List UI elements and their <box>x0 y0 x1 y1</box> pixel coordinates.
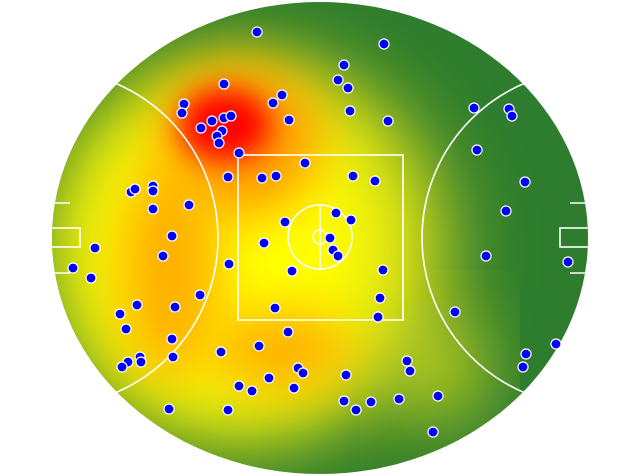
point <box>427 426 439 438</box>
point <box>222 171 234 183</box>
point <box>270 170 282 182</box>
point <box>147 185 159 197</box>
point <box>279 216 291 228</box>
point <box>393 393 405 405</box>
point <box>225 110 237 122</box>
point <box>131 299 143 311</box>
point <box>282 326 294 338</box>
point <box>157 250 169 262</box>
point <box>129 183 141 195</box>
point <box>222 404 234 416</box>
point <box>167 351 179 363</box>
point <box>369 175 381 187</box>
point <box>163 403 175 415</box>
point <box>85 272 97 284</box>
point <box>471 144 483 156</box>
point <box>382 115 394 127</box>
point <box>347 170 359 182</box>
field-lines <box>52 69 588 407</box>
point <box>520 348 532 360</box>
point <box>246 385 258 397</box>
point <box>147 203 159 215</box>
point <box>506 110 518 122</box>
point <box>251 26 263 38</box>
point <box>176 107 188 119</box>
point <box>500 205 512 217</box>
point <box>194 289 206 301</box>
point <box>276 89 288 101</box>
point <box>449 306 461 318</box>
point <box>344 105 356 117</box>
point <box>258 237 270 249</box>
point <box>432 390 444 402</box>
point <box>519 176 531 188</box>
point <box>267 97 279 109</box>
point <box>324 232 336 244</box>
point <box>233 147 245 159</box>
point <box>288 382 300 394</box>
point <box>297 367 309 379</box>
point <box>135 356 147 368</box>
point <box>401 355 413 367</box>
point <box>89 242 101 254</box>
point <box>404 365 416 377</box>
point <box>116 361 128 373</box>
point <box>342 82 354 94</box>
point <box>253 340 265 352</box>
point <box>338 395 350 407</box>
point <box>365 396 377 408</box>
point <box>340 369 352 381</box>
point <box>332 250 344 262</box>
point <box>374 292 386 304</box>
point <box>345 214 357 226</box>
point <box>114 308 126 320</box>
point <box>169 301 181 313</box>
point <box>286 265 298 277</box>
point <box>372 311 384 323</box>
point <box>256 172 268 184</box>
point <box>183 199 195 211</box>
point <box>166 230 178 242</box>
point <box>330 207 342 219</box>
point <box>299 157 311 169</box>
point <box>283 114 295 126</box>
point <box>195 122 207 134</box>
point <box>517 361 529 373</box>
point <box>480 250 492 262</box>
point <box>218 78 230 90</box>
point <box>213 137 225 149</box>
point <box>332 74 344 86</box>
point <box>338 59 350 71</box>
point <box>468 102 480 114</box>
point <box>269 302 281 314</box>
point <box>350 404 362 416</box>
point <box>550 338 562 350</box>
point <box>67 262 79 274</box>
point <box>378 38 390 50</box>
point <box>562 256 574 268</box>
point <box>263 372 275 384</box>
point <box>377 264 389 276</box>
point <box>166 333 178 345</box>
point <box>215 346 227 358</box>
point <box>223 258 235 270</box>
point <box>233 380 245 392</box>
point <box>120 323 132 335</box>
point <box>206 115 218 127</box>
point <box>178 98 190 110</box>
